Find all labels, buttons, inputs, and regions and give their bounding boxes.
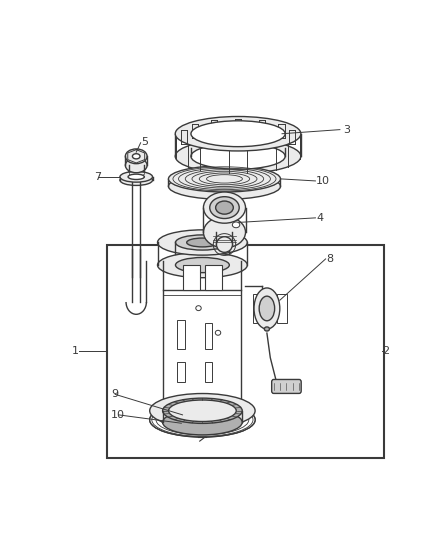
Ellipse shape bbox=[120, 175, 152, 185]
Text: 7: 7 bbox=[94, 172, 101, 182]
Ellipse shape bbox=[215, 330, 221, 335]
Bar bbox=[205, 322, 212, 349]
Ellipse shape bbox=[162, 409, 242, 435]
Ellipse shape bbox=[216, 237, 233, 252]
Ellipse shape bbox=[176, 235, 230, 250]
Bar bbox=[177, 320, 185, 349]
Ellipse shape bbox=[169, 400, 236, 422]
Ellipse shape bbox=[175, 139, 301, 174]
Ellipse shape bbox=[210, 197, 239, 219]
Ellipse shape bbox=[158, 253, 247, 278]
Ellipse shape bbox=[129, 166, 144, 176]
Bar bbox=[276, 294, 286, 323]
Ellipse shape bbox=[162, 398, 242, 423]
Ellipse shape bbox=[169, 173, 280, 199]
Ellipse shape bbox=[120, 172, 152, 182]
Ellipse shape bbox=[176, 257, 230, 273]
Bar bbox=[205, 361, 212, 382]
Ellipse shape bbox=[232, 222, 240, 228]
Ellipse shape bbox=[150, 393, 255, 428]
Ellipse shape bbox=[152, 403, 253, 437]
Ellipse shape bbox=[150, 402, 255, 437]
Ellipse shape bbox=[196, 306, 201, 311]
Bar bbox=[107, 245, 384, 458]
Text: 2: 2 bbox=[382, 346, 389, 356]
Ellipse shape bbox=[125, 158, 147, 173]
Bar bbox=[183, 265, 200, 290]
Text: 5: 5 bbox=[141, 137, 148, 147]
Ellipse shape bbox=[187, 238, 218, 247]
Ellipse shape bbox=[191, 121, 285, 147]
Text: 10: 10 bbox=[316, 176, 330, 186]
Text: 1: 1 bbox=[72, 346, 78, 356]
Bar bbox=[177, 361, 185, 382]
Text: 9: 9 bbox=[111, 389, 118, 399]
Ellipse shape bbox=[254, 288, 280, 329]
Ellipse shape bbox=[169, 166, 280, 192]
Bar bbox=[205, 265, 222, 290]
Bar bbox=[253, 294, 263, 323]
Ellipse shape bbox=[150, 402, 255, 437]
Ellipse shape bbox=[128, 174, 145, 180]
Text: 8: 8 bbox=[326, 254, 333, 264]
Ellipse shape bbox=[125, 149, 147, 164]
Ellipse shape bbox=[175, 117, 301, 151]
Ellipse shape bbox=[158, 230, 247, 255]
Ellipse shape bbox=[215, 201, 233, 214]
FancyBboxPatch shape bbox=[272, 379, 301, 393]
Text: 4: 4 bbox=[316, 213, 323, 223]
Ellipse shape bbox=[132, 154, 140, 159]
Ellipse shape bbox=[191, 143, 285, 169]
Text: 3: 3 bbox=[343, 125, 350, 135]
Ellipse shape bbox=[203, 216, 246, 248]
Ellipse shape bbox=[259, 296, 275, 321]
Ellipse shape bbox=[264, 327, 269, 331]
Ellipse shape bbox=[203, 192, 246, 223]
Text: 10: 10 bbox=[111, 410, 125, 420]
